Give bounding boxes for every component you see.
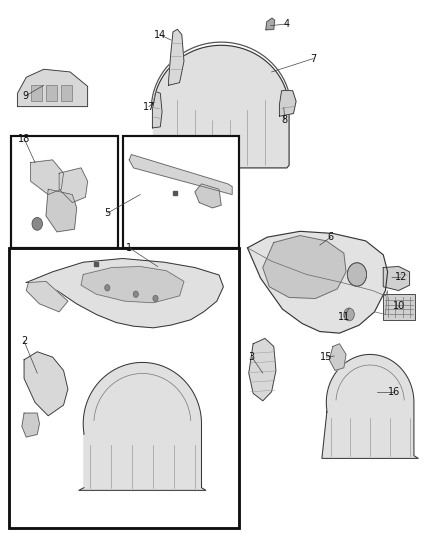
Bar — [31, 85, 42, 101]
Text: 2: 2 — [21, 336, 27, 346]
Bar — [9, 248, 239, 528]
Polygon shape — [59, 168, 88, 203]
Polygon shape — [247, 231, 388, 333]
Circle shape — [153, 295, 158, 302]
Polygon shape — [263, 236, 346, 298]
Text: 5: 5 — [104, 208, 110, 218]
Polygon shape — [129, 155, 232, 195]
Polygon shape — [383, 266, 410, 290]
Polygon shape — [249, 338, 276, 401]
Text: 17: 17 — [143, 102, 155, 111]
Text: 10: 10 — [392, 302, 405, 311]
Bar — [46, 85, 57, 101]
Bar — [61, 85, 72, 101]
Bar — [123, 136, 239, 248]
Polygon shape — [24, 352, 68, 416]
Polygon shape — [31, 160, 64, 195]
Polygon shape — [322, 354, 418, 458]
Polygon shape — [195, 184, 221, 208]
Text: 6: 6 — [328, 232, 334, 242]
Text: 12: 12 — [395, 272, 407, 282]
Bar — [11, 136, 118, 248]
Polygon shape — [169, 29, 184, 85]
Text: 4: 4 — [284, 19, 290, 29]
Polygon shape — [26, 281, 68, 312]
Polygon shape — [329, 344, 346, 370]
Text: 7: 7 — [310, 54, 316, 63]
Text: 3: 3 — [249, 352, 255, 362]
Polygon shape — [81, 266, 184, 303]
Polygon shape — [22, 413, 39, 437]
Polygon shape — [46, 189, 77, 232]
Text: 18: 18 — [18, 134, 30, 143]
Text: 9: 9 — [22, 91, 28, 101]
Bar — [9, 248, 239, 528]
Circle shape — [105, 285, 110, 291]
Bar — [123, 136, 239, 248]
Circle shape — [347, 263, 367, 286]
Text: 1: 1 — [126, 243, 132, 253]
Polygon shape — [279, 91, 296, 116]
Circle shape — [32, 217, 42, 230]
Bar — [383, 294, 415, 320]
Polygon shape — [79, 362, 206, 490]
Text: 14: 14 — [154, 30, 166, 39]
Polygon shape — [153, 45, 289, 168]
Circle shape — [344, 308, 354, 321]
Text: 8: 8 — [282, 115, 288, 125]
Polygon shape — [152, 92, 162, 128]
Bar — [11, 136, 118, 248]
Polygon shape — [26, 259, 223, 328]
Text: 11: 11 — [338, 312, 350, 322]
Circle shape — [133, 291, 138, 297]
Polygon shape — [266, 18, 275, 30]
Text: 15: 15 — [320, 352, 332, 362]
Polygon shape — [18, 69, 88, 107]
Text: 16: 16 — [388, 387, 400, 397]
